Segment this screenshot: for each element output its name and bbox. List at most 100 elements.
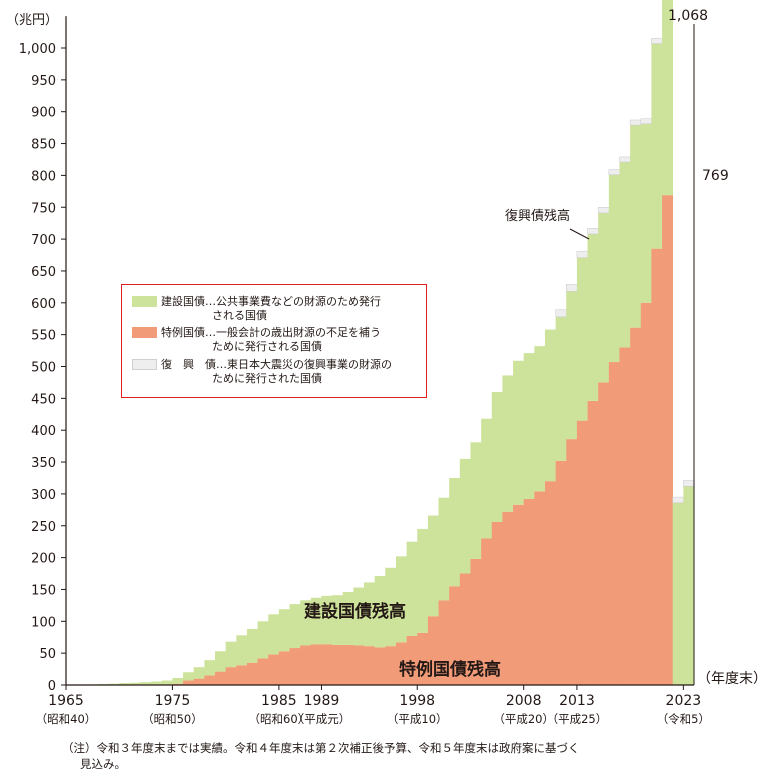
kensetsu-bar <box>321 595 333 645</box>
tokurei-bar <box>470 558 482 685</box>
tokurei-bar <box>225 667 237 685</box>
tokurei-bar <box>438 600 450 685</box>
y-tick-label: 800 <box>31 169 56 184</box>
y-tick-label: 250 <box>31 520 56 535</box>
tokurei-bar <box>406 635 418 685</box>
y-tick-label: 200 <box>31 552 56 567</box>
kensetsu-bar <box>119 683 131 685</box>
kensetsu-bar <box>513 360 524 505</box>
x-tick-era: （平成10） <box>387 712 448 726</box>
y-tick-label: 300 <box>31 488 56 503</box>
kensetsu-bar <box>342 592 354 645</box>
y-tick-label: 50 <box>39 647 56 662</box>
kensetsu-bar <box>608 174 620 363</box>
kensetsu-bar <box>108 683 120 685</box>
kensetsu-bar <box>534 346 546 492</box>
kensetsu-bar <box>566 291 578 440</box>
tokurei-bar <box>608 362 620 685</box>
tokurei-bar <box>268 654 280 685</box>
kensetsu-bar <box>257 621 269 659</box>
x-tick-era: （昭和60） <box>249 712 310 726</box>
fukkou-bar <box>640 118 652 125</box>
y-tick-label: 700 <box>31 233 56 248</box>
tokurei-bar <box>300 645 312 685</box>
tokurei-bar <box>523 499 535 685</box>
tokurei-bar <box>321 644 333 685</box>
y-unit-label: （兆円） <box>6 13 58 28</box>
tokurei-bar <box>257 658 269 685</box>
tokurei-bar <box>215 671 226 685</box>
tokurei-bar <box>576 420 588 685</box>
y-tick-label: 100 <box>31 615 56 630</box>
tokurei-bar <box>385 646 397 685</box>
tokurei-bar <box>289 648 301 685</box>
fukkou-bar <box>619 156 631 163</box>
x-tick-year: 1985 <box>261 693 297 709</box>
y-tick-label: 600 <box>31 297 56 312</box>
kensetsu-bar <box>289 604 301 649</box>
y-tick-label: 750 <box>31 201 56 216</box>
x-tick-year: 1965 <box>48 693 84 709</box>
y-ticks: 0 50 100 150 200 250 300 350 400 450 500 550 600 650 7… <box>19 42 66 694</box>
tokurei-bar <box>640 302 652 685</box>
y-tick-label: 650 <box>31 265 56 280</box>
x-tick-year: 1998 <box>399 693 435 709</box>
legend-line: される国債 <box>212 309 267 322</box>
tokurei-bar <box>278 651 290 685</box>
kensetsu-bar <box>140 682 152 685</box>
legend-line: 復 興 債…東日本大震災の復興事業の財源の <box>161 358 392 371</box>
fukkou-bar <box>576 250 589 258</box>
tokurei-bar <box>491 521 503 685</box>
tokurei-bar <box>364 646 375 685</box>
kensetsu-bar <box>268 614 280 655</box>
tokurei-bar <box>534 491 546 685</box>
kensetsu-bar <box>193 667 205 679</box>
x-tick-era: （平成25） <box>547 712 608 726</box>
kensetsu-bar <box>640 123 652 303</box>
fukkou-bar <box>608 169 621 176</box>
kensetsu-bar <box>183 672 195 681</box>
kensetsu-bar <box>204 660 216 676</box>
kensetsu-bar <box>555 316 567 461</box>
tokurei-bar <box>544 481 556 685</box>
total-value-label: 1,068 <box>668 8 708 24</box>
tokurei-bar <box>374 647 386 685</box>
kensetsu-bar <box>459 458 471 574</box>
tokurei-bar <box>662 195 674 685</box>
tokurei-swatch <box>132 327 157 338</box>
legend-line: ために発行された国債 <box>212 372 322 385</box>
tokurei-bar <box>353 645 365 685</box>
kensetsu-bar <box>576 257 588 421</box>
tokurei-bar <box>395 642 407 685</box>
kensetsu-bar <box>598 212 610 383</box>
x-ticks: 1965 （昭和40） 1975 （昭和50） 1985 （昭和60） 1989 （平成元） 1… <box>36 685 710 726</box>
tokurei-bar <box>427 616 439 685</box>
special-value-label: 769 <box>702 168 729 184</box>
tokurei-bar <box>651 248 663 685</box>
footnote: （注）令和３年度末までは実績。令和４年度末は第２次補正後予算、令和５年度末は政府… <box>62 740 742 772</box>
kensetsu-bar <box>406 541 418 636</box>
kensetsu-bar <box>246 628 258 663</box>
kensetsu-bar <box>385 567 397 647</box>
kensetsu-bar <box>619 162 631 348</box>
y-tick-label: 450 <box>31 392 56 407</box>
tokurei-bar <box>246 662 258 686</box>
kensetsu-bar <box>395 556 407 643</box>
kensetsu-bar <box>300 600 312 646</box>
tokurei-bar <box>598 382 610 685</box>
kensetsu-area-label: 建設国債残高 <box>304 601 406 622</box>
kensetsu-swatch <box>132 296 157 307</box>
tokurei-bar <box>619 347 631 685</box>
kensetsu-bar <box>215 651 226 672</box>
x-tick-year: 1975 <box>155 693 191 709</box>
legend: 建設国債…公共事業費などの財源のため発行 される国債 特例国債…一般会計の歳出財… <box>121 284 427 398</box>
y-tick-label: 950 <box>31 74 56 89</box>
kensetsu-bar <box>374 576 386 648</box>
fukkou-bar <box>672 496 684 504</box>
x-tick-era: （昭和50） <box>142 712 203 726</box>
kensetsu-bar <box>225 641 237 668</box>
legend-line: ために発行される国債 <box>212 340 322 353</box>
fukkou-leader-line <box>569 228 590 240</box>
legend-text: 特例国債…一般会計の歳出財源の不足を補う ために発行される国債 <box>161 326 431 354</box>
kensetsu-bar <box>172 677 184 684</box>
